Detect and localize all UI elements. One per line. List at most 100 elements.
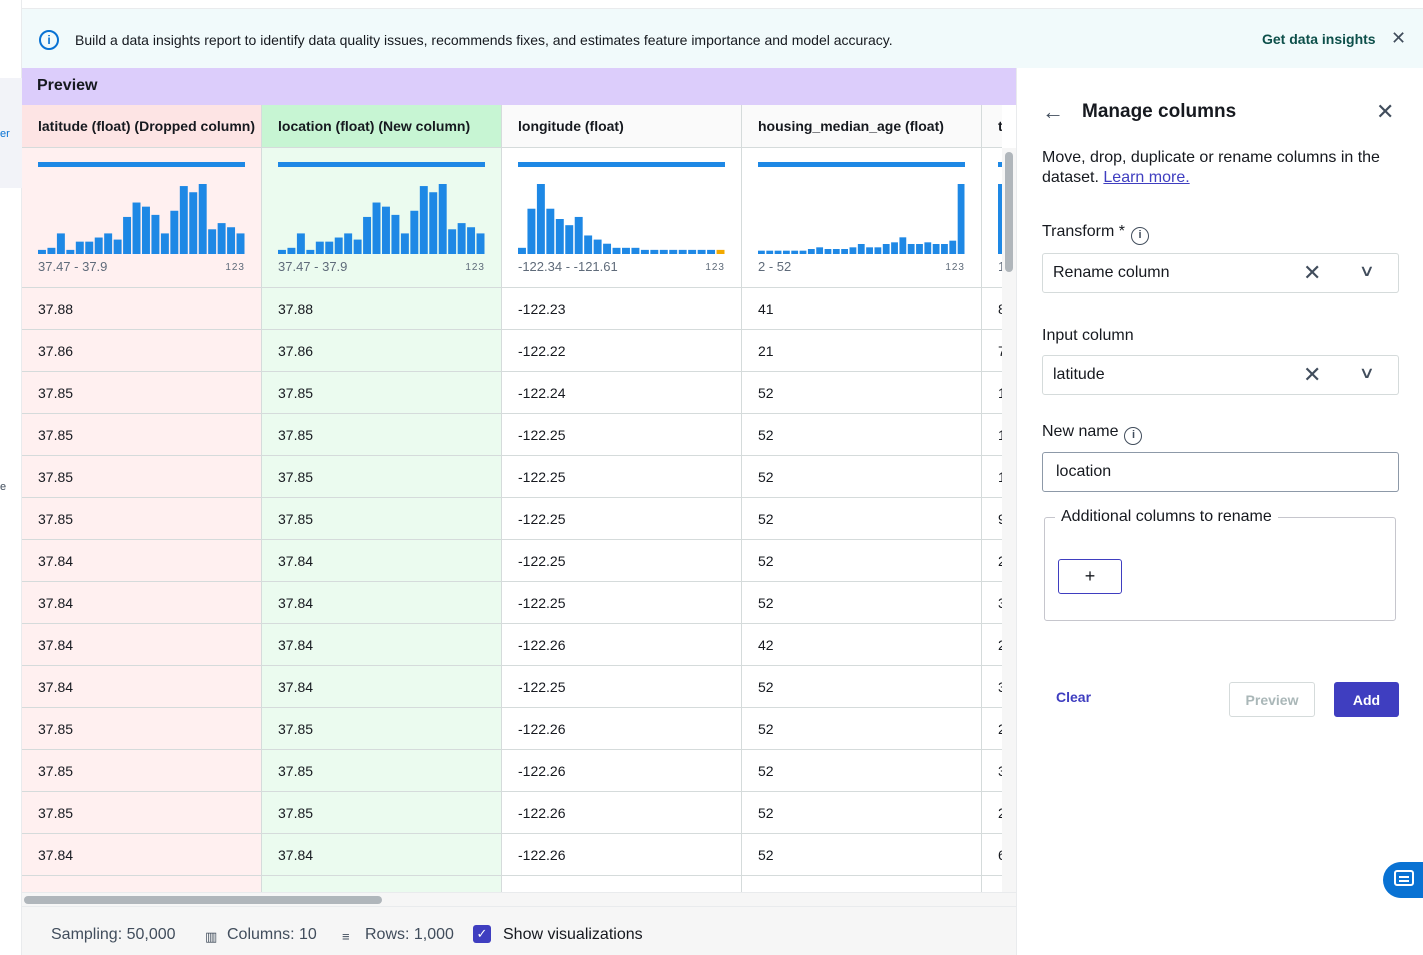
histogram-bar — [66, 249, 75, 254]
histogram-bar — [832, 249, 840, 254]
table-cell: -122.26 — [502, 792, 741, 834]
histogram-bar — [151, 214, 160, 254]
histogram-bar — [622, 247, 630, 254]
clear-icon[interactable]: ✕ — [1303, 260, 1322, 285]
close-icon[interactable]: ✕ — [1376, 99, 1395, 124]
column-histogram[interactable]: 2 - 52 123 — [742, 148, 981, 288]
column-histogram[interactable]: -122.34 - -121.61 123 — [502, 148, 741, 288]
histogram-bar — [353, 239, 362, 254]
histogram-bar — [546, 208, 555, 254]
table-cell: 37.84 — [22, 624, 261, 666]
table-cell: 37.84 — [22, 582, 261, 624]
histogram-bar — [236, 233, 245, 254]
show-visualizations-label[interactable]: Show visualizations — [503, 926, 643, 943]
histogram-bar — [603, 243, 612, 254]
table-cell: 37.85 — [262, 792, 501, 834]
column-header[interactable]: latitude (float) (Dropped column) — [22, 105, 261, 148]
histogram-chart — [38, 184, 245, 254]
table-cell: 3 — [982, 582, 1002, 624]
histogram-bar — [807, 249, 815, 254]
table-cell: 42 — [742, 624, 981, 666]
table-cell: 37.86 — [22, 330, 261, 372]
back-arrow-icon[interactable]: ← — [1042, 99, 1064, 124]
histogram-summary-bar — [758, 162, 965, 167]
histogram-chart — [518, 184, 725, 254]
info-icon[interactable]: i — [1124, 427, 1143, 445]
histogram-bar — [363, 216, 372, 254]
table-cell: -122.22 — [502, 330, 741, 372]
table-cell: 37.85 — [22, 708, 261, 750]
histogram-bar — [650, 249, 659, 254]
show-visualizations-checkbox[interactable]: ✓ — [473, 925, 491, 943]
histogram-bar — [899, 237, 907, 254]
scroll-thumb[interactable] — [24, 896, 382, 904]
histogram-bar — [344, 233, 353, 254]
new-name-input[interactable] — [1042, 452, 1399, 492]
histogram-bar — [400, 233, 409, 254]
feedback-chat-button[interactable] — [1383, 862, 1423, 898]
table-cell: 3 — [982, 750, 1002, 792]
table-cell: -122.25 — [502, 666, 741, 708]
horizontal-scrollbar[interactable] — [22, 892, 1016, 906]
add-column-button[interactable]: + — [1058, 559, 1122, 594]
column-header[interactable]: housing_median_age (float) — [742, 105, 981, 148]
left-nav-text[interactable]: er — [0, 128, 10, 140]
column-header[interactable]: total_rooms (float) — [982, 105, 1002, 148]
column-range: 37.47 - 37.9 — [278, 259, 348, 274]
histogram-bar — [593, 239, 602, 254]
histogram-bar — [697, 249, 706, 254]
histogram-bar — [941, 244, 948, 254]
input-column-select[interactable]: latitude ✕ ∨ — [1042, 355, 1399, 395]
column-histogram[interactable]: 37.47 - 37.9 123 — [22, 148, 261, 288]
column-range: 37.47 - 37.9 — [38, 259, 108, 274]
table-cell: -122.26 — [502, 750, 741, 792]
histogram-bar — [916, 244, 923, 254]
left-nav-tab[interactable] — [0, 78, 22, 188]
table-cell: 37.85 — [22, 414, 261, 456]
rows-icon: ≡ — [342, 929, 350, 944]
chevron-down-icon[interactable]: ∨ — [1358, 365, 1376, 382]
histogram-chart — [758, 184, 965, 254]
column-header[interactable]: location (float) (New column) — [262, 105, 501, 148]
table-cell: 52 — [742, 666, 981, 708]
get-data-insights-link[interactable]: Get data insights — [1262, 31, 1376, 47]
close-icon[interactable]: ✕ — [1391, 28, 1407, 48]
chevron-down-icon[interactable]: ∨ — [1358, 263, 1376, 280]
histogram-bar — [227, 227, 236, 254]
add-button[interactable]: Add — [1334, 682, 1399, 717]
histogram-bar — [565, 225, 574, 254]
transform-select[interactable]: Rename column ✕ ∨ — [1042, 253, 1399, 293]
histogram-summary-bar — [38, 162, 245, 167]
table-cell: 52 — [742, 708, 981, 750]
preview-button[interactable]: Preview — [1229, 682, 1315, 717]
table-cell: -122.24 — [502, 372, 741, 414]
learn-more-link[interactable]: Learn more. — [1103, 169, 1190, 186]
histogram-bar — [998, 184, 1002, 254]
status-bar: Sampling: 50,000 ▥ Columns: 10 ≡ Rows: 1… — [22, 906, 1016, 955]
column-histogram[interactable]: 37.47 - 37.9 123 — [262, 148, 501, 288]
histogram-bar — [949, 240, 957, 254]
table-cell: 37.85 — [262, 414, 501, 456]
clear-button[interactable]: Clear — [1056, 689, 1092, 705]
histogram-bar — [198, 184, 207, 254]
scroll-thumb[interactable] — [1005, 152, 1013, 272]
transform-label: Transform * i — [1042, 223, 1149, 245]
histogram-bar — [907, 244, 915, 254]
table-cell: 37.85 — [262, 372, 501, 414]
histogram-bar — [799, 250, 807, 254]
info-icon[interactable]: i — [1131, 227, 1149, 245]
column-histogram[interactable]: 1 — [982, 148, 1002, 288]
table-cell: 21 — [742, 330, 981, 372]
histogram-bar — [782, 250, 790, 254]
banner-message: Build a data insights report to identify… — [75, 32, 893, 48]
vertical-scrollbar[interactable] — [1002, 148, 1016, 892]
table-cell: 37.85 — [22, 792, 261, 834]
column-dropped: latitude (float) (Dropped column) 37.47 -… — [22, 105, 262, 892]
histogram-bar — [688, 249, 697, 254]
panel-title: Manage columns — [1082, 101, 1237, 122]
column-header[interactable]: longitude (float) — [502, 105, 741, 148]
histogram-bar — [208, 229, 217, 254]
table-cell: 37.85 — [22, 456, 261, 498]
clear-icon[interactable]: ✕ — [1303, 362, 1322, 387]
table-cell: 1 — [982, 372, 1002, 414]
